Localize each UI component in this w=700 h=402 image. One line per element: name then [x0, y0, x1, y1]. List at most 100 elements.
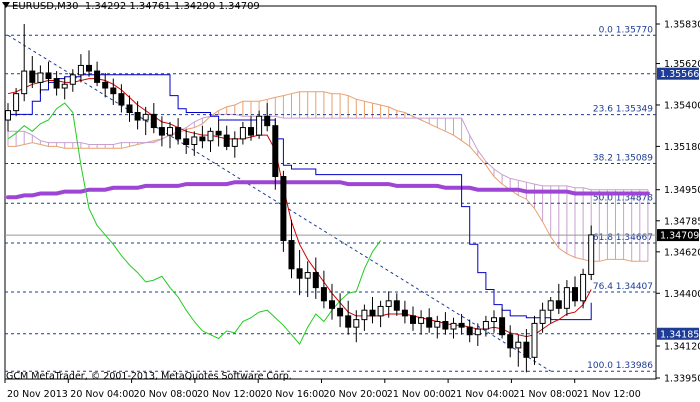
candle [531, 315, 538, 365]
candle [377, 300, 384, 328]
candle [207, 127, 214, 153]
fibo-level-label: 23.6 1.35349 [593, 105, 653, 115]
candle [507, 325, 514, 358]
candle-body [29, 70, 36, 83]
candle-body [410, 315, 416, 324]
candle-body [256, 115, 263, 136]
candle [288, 219, 295, 279]
candle-body [442, 321, 449, 330]
candle-body [248, 127, 254, 136]
candle [118, 84, 125, 113]
y-tick-label: 1.34950 [664, 185, 700, 196]
fibo-level-label: 50.0 1.34878 [593, 193, 653, 203]
ma-slow-line [8, 74, 592, 321]
candle-body [175, 127, 182, 140]
fibo-levels: 0.0 1.35770 23.6 1.35349 38.2 1.35089 50.0 … [5, 25, 656, 372]
candle-body [167, 127, 173, 136]
candle-body [304, 272, 311, 279]
candle-body [61, 83, 68, 89]
candle-body [401, 309, 408, 317]
x-axis: 20 Nov 2013 20 Nov 04:00 20 Nov 08:00 20 No… [4, 379, 641, 400]
candle [547, 297, 554, 324]
candle [215, 120, 222, 147]
x-tick-label: 21 Nov 12:00 [577, 389, 641, 400]
candle-body [272, 125, 279, 178]
candle [5, 103, 11, 132]
candle-body [102, 81, 109, 89]
y-tick-label: 1.34400 [664, 289, 700, 300]
candle-body [491, 317, 497, 323]
candle [572, 276, 578, 307]
candle-body [555, 300, 562, 309]
candle-body [13, 93, 20, 112]
candle [515, 334, 522, 367]
candle [353, 310, 360, 343]
candle [94, 61, 101, 87]
candle [13, 88, 20, 117]
candle [337, 293, 344, 328]
candle [21, 24, 28, 102]
x-tick-label: 20 Nov 12:00 [197, 389, 261, 400]
candle [223, 125, 230, 151]
cloud-span-a [8, 91, 648, 262]
copyright-text: GCM MetaTrader, © 2001-2013, MetaQuotes … [6, 371, 292, 382]
candle-body [369, 309, 376, 317]
candle [563, 280, 570, 316]
candle [183, 129, 190, 154]
candle [264, 103, 271, 132]
candle-body [434, 321, 441, 328]
candle [410, 306, 416, 331]
candle [304, 261, 311, 298]
candle-body [450, 322, 457, 330]
candle [369, 297, 376, 324]
candle [69, 69, 76, 92]
candle [280, 170, 287, 252]
candle [134, 101, 141, 130]
candle-body [288, 240, 295, 270]
symbol-timeframe: EURUSD,M30 [12, 1, 79, 12]
candle-body [5, 110, 11, 121]
candle-body [539, 309, 546, 324]
candle [499, 308, 506, 339]
candle [458, 313, 465, 335]
candle-body [515, 341, 522, 349]
x-tick-label: 20 Nov 04:00 [70, 389, 134, 400]
candle [142, 106, 149, 136]
candle-body [142, 113, 149, 121]
candle-body [53, 78, 60, 89]
candle [110, 78, 117, 105]
candle-body [183, 138, 190, 146]
y-tick-label: 1.34620 [664, 247, 700, 258]
candle-body [94, 70, 101, 83]
candle [150, 103, 157, 134]
x-tick-label: 20 Nov 08:00 [134, 389, 198, 400]
fibo-level-label: 76.4 1.34407 [593, 282, 653, 292]
chart-menu-icon[interactable] [2, 2, 10, 8]
candle-body [563, 287, 570, 309]
x-tick-label: 20 Nov 20:00 [324, 389, 388, 400]
candle-body [418, 317, 425, 324]
candle [61, 76, 68, 100]
candle-body [345, 315, 352, 328]
candle [37, 65, 44, 94]
candle [167, 121, 173, 149]
candle-body [158, 127, 165, 136]
candle [385, 291, 392, 318]
candle-body [531, 322, 538, 358]
x-tick-label: 21 Nov 04:00 [450, 389, 514, 400]
candle-body [77, 64, 84, 76]
y-tick-label: 1.34120 [664, 341, 700, 352]
y-axis: 1.35830 1.35620 1.35400 1.35180 1.34950 1.347… [656, 20, 700, 385]
candle [272, 118, 279, 190]
price-tag: 1.34185 [657, 327, 699, 340]
candle [539, 302, 546, 333]
fibo-level-label: 100.0 1.33986 [587, 361, 653, 371]
candle [393, 293, 400, 316]
current-price-tag: 1.34709 [657, 229, 699, 242]
candle-body [264, 115, 271, 127]
price-tag-label: 1.34185 [660, 329, 699, 340]
candle-body [377, 305, 384, 317]
candle-body [588, 234, 595, 275]
